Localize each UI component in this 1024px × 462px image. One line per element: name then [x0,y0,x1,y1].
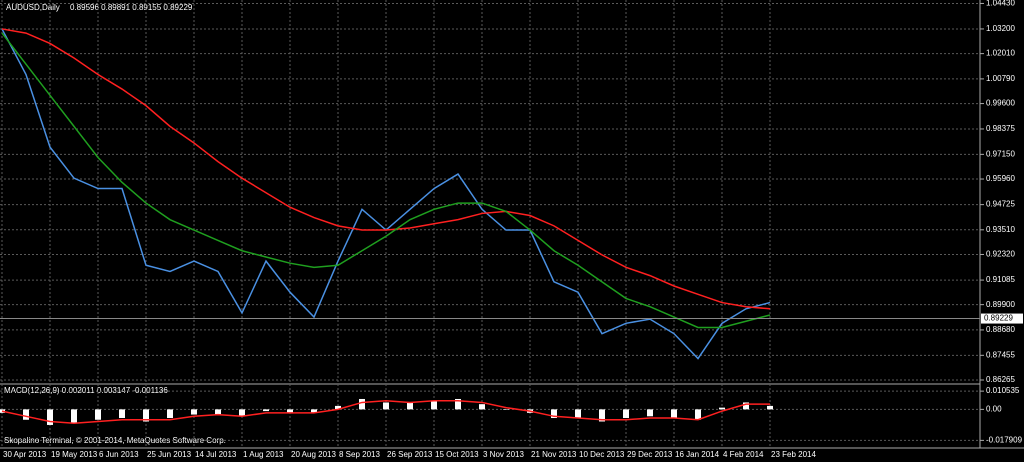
histogram-bar [311,409,317,413]
x-tick-label: 20 Aug 2013 [291,450,336,459]
histogram-bar [431,400,437,410]
x-tick-label: 1 Aug 2013 [243,450,284,459]
y-tick-label: 0.98375 [986,124,1015,133]
histogram-bar [95,409,101,420]
histogram-bar [407,402,413,410]
histogram-bar [575,409,581,419]
x-tick-label: 6 Jun 2013 [99,450,139,459]
y-tick-label: 1.03200 [986,24,1015,33]
y-tick-label: 0.00 [986,404,1002,413]
y-tick-label: 0.93510 [986,225,1015,234]
x-tick-label: 15 Oct 2013 [435,450,479,459]
y-tick-label: 0.87455 [986,350,1015,359]
histogram-bar [719,407,725,410]
x-tick-label: 26 Sep 2013 [387,450,433,459]
y-tick-label: 0.92320 [986,250,1015,259]
x-tick-label: 19 May 2013 [51,450,98,459]
histogram-bar [599,409,605,422]
histogram-bar [551,409,557,419]
x-tick-label: 30 Apr 2013 [3,450,47,459]
chart-subtitle: 0.89596 0.89891 0.89155 0.89229 [70,3,193,12]
price-label: 0.89229 [984,314,1013,323]
y-tick-label: 0.99600 [986,99,1015,108]
x-tick-label: 16 Jan 2014 [675,450,720,459]
price-box [981,313,1023,324]
series-line [1,399,770,424]
y-tick-label: 0.89900 [986,300,1015,309]
histogram-bar [503,409,509,410]
histogram-bar [167,409,173,419]
histogram-bar [47,409,53,425]
histogram-bar [671,409,677,419]
histogram-bar [119,409,125,419]
y-tick-label: 1.04430 [986,0,1015,8]
histogram-bar [215,409,221,415]
histogram-bar [23,409,29,420]
histogram-bar [71,409,77,424]
histogram-bar [623,409,629,419]
y-tick-label: 1.02010 [986,49,1015,58]
histogram-bar [455,398,461,410]
histogram-bar [479,404,485,410]
y-tick-label: 0.010535 [986,386,1020,395]
y-tick-label: 0.97150 [986,149,1015,158]
x-tick-label: 4 Feb 2014 [723,450,764,459]
histogram-bar [263,409,269,412]
x-tick-label: 14 Jul 2013 [195,450,237,459]
histogram-bar [335,405,341,410]
x-tick-label: 8 Sep 2013 [339,450,380,459]
y-tick-label: 0.95960 [986,174,1015,183]
y-tick-label: 0.88680 [986,325,1015,334]
annotation: Skopalino Terminal, © 2001-2014, MetaQuo… [4,436,226,445]
chart-title: AUDUSD,Daily [6,3,60,12]
histogram-bar [239,409,245,417]
histogram-bar [767,405,773,410]
histogram-bar [287,409,293,413]
histogram-bar [191,409,197,415]
histogram-bar [359,398,365,410]
series-line [1,28,771,310]
histogram-bar [695,409,701,420]
series-line [1,32,771,329]
y-tick-label: 1.00790 [986,74,1015,83]
macd-title: MACD(12,26,9) 0.002011 0.003147 -0.00113… [4,386,168,395]
x-tick-label: 3 Nov 2013 [483,450,524,459]
histogram-bar [143,409,149,422]
histogram-bar [383,402,389,410]
histogram-bar [743,402,749,410]
y-tick-label: 0.94725 [986,200,1015,209]
y-tick-label: -0.017909 [986,435,1023,444]
x-tick-label: 25 Jun 2013 [147,450,192,459]
y-tick-label: 0.86265 [986,375,1015,384]
x-tick-label: 29 Dec 2013 [627,450,673,459]
y-tick-label: 0.91085 [986,275,1015,284]
histogram-bar [647,409,653,417]
x-tick-label: 21 Nov 2013 [531,450,577,459]
x-tick-label: 10 Dec 2013 [579,450,625,459]
x-tick-label: 23 Feb 2014 [771,450,816,459]
